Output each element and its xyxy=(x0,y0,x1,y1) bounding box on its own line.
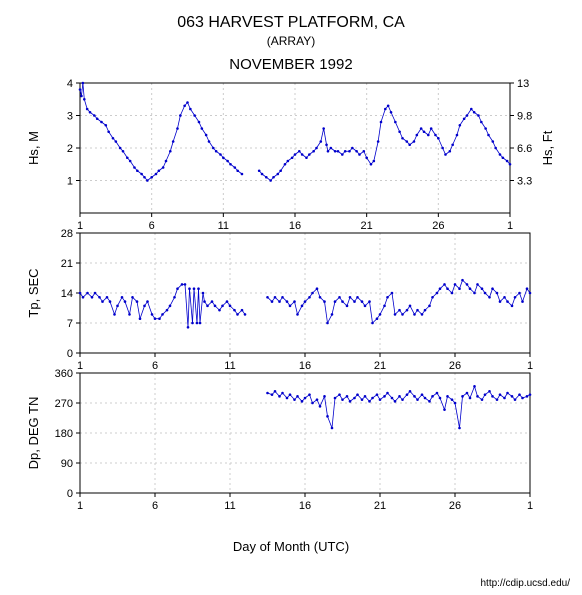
svg-text:21: 21 xyxy=(61,258,73,270)
svg-text:28: 28 xyxy=(61,228,73,240)
month-title: NOVEMBER 1992 xyxy=(0,56,582,73)
main-title: 063 HARVEST PLATFORM, CA xyxy=(0,14,582,32)
svg-text:270: 270 xyxy=(55,398,73,410)
svg-text:1: 1 xyxy=(77,360,83,372)
svg-text:21: 21 xyxy=(374,500,386,512)
svg-text:Dp, DEG TN: Dp, DEG TN xyxy=(26,397,41,470)
svg-text:26: 26 xyxy=(432,220,444,232)
svg-text:1: 1 xyxy=(67,176,73,188)
x-axis-label: Day of Month (UTC) xyxy=(0,539,582,554)
svg-text:16: 16 xyxy=(289,220,301,232)
svg-text:16: 16 xyxy=(299,360,311,372)
svg-text:26: 26 xyxy=(449,500,461,512)
svg-text:6: 6 xyxy=(149,220,155,232)
svg-text:1: 1 xyxy=(527,500,533,512)
svg-text:7: 7 xyxy=(67,318,73,330)
svg-text:9.8: 9.8 xyxy=(517,111,532,123)
svg-text:11: 11 xyxy=(218,220,229,232)
svg-text:6: 6 xyxy=(152,500,158,512)
svg-text:6.6: 6.6 xyxy=(517,143,532,155)
svg-text:11: 11 xyxy=(224,500,235,512)
svg-text:1: 1 xyxy=(527,360,533,372)
svg-text:2: 2 xyxy=(67,143,73,155)
svg-text:180: 180 xyxy=(55,428,73,440)
footer-link: http://cdip.ucsd.edu/ xyxy=(480,578,570,589)
svg-text:1: 1 xyxy=(507,220,513,232)
svg-text:3.3: 3.3 xyxy=(517,176,532,188)
svg-text:6: 6 xyxy=(152,360,158,372)
svg-text:21: 21 xyxy=(361,220,373,232)
svg-text:26: 26 xyxy=(449,360,461,372)
svg-text:14: 14 xyxy=(61,288,73,300)
svg-text:0: 0 xyxy=(67,488,73,500)
svg-text:Tp, SEC: Tp, SEC xyxy=(26,268,41,317)
svg-text:4: 4 xyxy=(67,78,73,90)
sub-title: (ARRAY) xyxy=(0,34,582,48)
svg-text:Hs, Ft: Hs, Ft xyxy=(540,130,555,165)
svg-text:1: 1 xyxy=(77,220,83,232)
svg-text:1: 1 xyxy=(77,500,83,512)
svg-text:0: 0 xyxy=(67,348,73,360)
chart-svg: 12343.36.69.81316111621261Hs, MHs, Ft071… xyxy=(0,73,582,533)
svg-text:360: 360 xyxy=(55,368,73,380)
svg-text:11: 11 xyxy=(224,360,235,372)
svg-text:13: 13 xyxy=(517,78,529,90)
svg-text:3: 3 xyxy=(67,111,73,123)
svg-text:21: 21 xyxy=(374,360,386,372)
svg-text:16: 16 xyxy=(299,500,311,512)
svg-text:Hs, M: Hs, M xyxy=(26,131,41,165)
svg-text:90: 90 xyxy=(61,458,73,470)
